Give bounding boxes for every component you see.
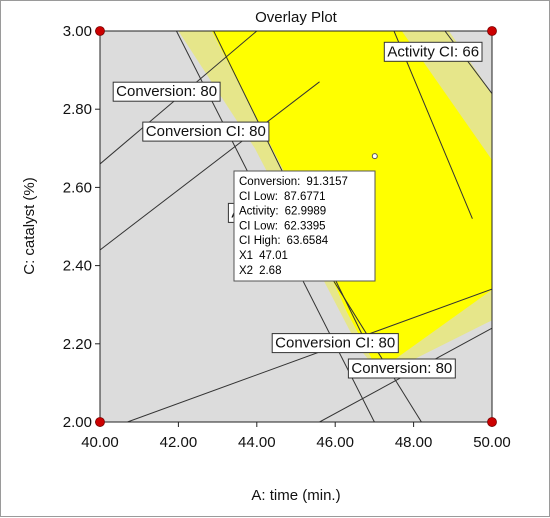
contour-label-box <box>142 121 270 142</box>
y-axis-title: C: catalyst (%) <box>21 177 38 275</box>
y-axis-ticks: 2.00 2.20 2.40 2.60 2.80 3.00 <box>63 23 100 431</box>
flag-line-label: Activity: <box>239 206 279 218</box>
x-tick-label: 40.00 <box>81 434 119 451</box>
flag-line-label: CI Low: <box>239 220 278 232</box>
contour-line-4 <box>127 288 492 422</box>
y-tick-label: 2.80 <box>63 101 92 118</box>
design-point <box>487 26 497 36</box>
contour-label-box <box>112 81 221 102</box>
flag-line-value: 87.6771 <box>284 191 326 203</box>
x-tick-label: 46.00 <box>316 434 354 451</box>
contour-label-box <box>383 41 483 62</box>
contour-label: Conversion CI: 80 <box>271 333 399 354</box>
x-tick-label: 50.00 <box>473 434 511 451</box>
contour-label-text: Conversion: 80 <box>351 360 452 377</box>
contour-label: Activity CI: 66 <box>383 41 483 62</box>
point-prediction-flag[interactable]: Conversion: 91.3157 CI Low: 87.6771 Activit… <box>233 153 378 282</box>
flag-line-label: Conversion: <box>239 176 300 188</box>
plot-border <box>99 30 493 423</box>
flag-line-value: 62.9989 <box>285 206 327 218</box>
contour-label-box <box>271 333 399 354</box>
flag-line-label: CI Low: <box>239 191 278 203</box>
y-tick-label: 3.00 <box>63 23 92 40</box>
flag-line-value: 62.3395 <box>284 220 326 232</box>
contour-label-text: Conversion: 80 <box>116 83 217 100</box>
flag-box <box>233 170 376 282</box>
x-tick-label: 48.00 <box>395 434 433 451</box>
flag-line-value: 47.01 <box>259 250 288 262</box>
design-point <box>487 417 497 427</box>
chart-title: Overlay Plot <box>255 9 338 26</box>
ci-band-0 <box>178 31 379 372</box>
contour-line-7 <box>444 31 492 94</box>
flag-point <box>371 153 378 160</box>
contour-label-box <box>347 358 456 379</box>
contour-label-text: Conversion CI: 80 <box>275 335 395 352</box>
ci-band-1 <box>378 289 492 372</box>
contour-label: Conversion: 80 <box>347 358 456 379</box>
x-axis-ticks: 40.00 42.00 44.00 46.00 48.00 50.00 <box>81 422 511 451</box>
y-tick-label: 2.40 <box>63 258 92 275</box>
x-axis-title: A: time (min.) <box>251 487 340 504</box>
design-points <box>95 26 497 427</box>
flag-line-value: 2.68 <box>259 265 281 277</box>
contour-label: Conversion: 80 <box>112 81 221 102</box>
contour-line-3 <box>100 81 320 251</box>
flag-line-label: X2 <box>239 265 253 277</box>
x-tick-label: 44.00 <box>238 434 276 451</box>
contour-label: Conversion CI: 80 <box>142 121 270 142</box>
contour-label-text: Conversion CI: 80 <box>146 123 266 140</box>
x-tick-label: 42.00 <box>160 434 198 451</box>
contour-labels: Conversion: 80 Conversion CI: 80 Activity … <box>112 41 483 379</box>
flag-line-label: X1 <box>239 250 253 262</box>
design-point <box>95 26 105 36</box>
flag-line-label: CI High: <box>239 235 281 247</box>
flag-line-value: 91.3157 <box>306 176 348 188</box>
contour-line-6 <box>393 31 473 219</box>
y-tick-label: 2.20 <box>63 336 92 353</box>
design-point <box>95 417 105 427</box>
y-tick-label: 2.60 <box>63 179 92 196</box>
flag-line-value: 63.6584 <box>287 235 329 247</box>
y-tick-label: 2.00 <box>63 414 92 431</box>
contour-label-text: Activity CI: 66 <box>387 43 479 60</box>
